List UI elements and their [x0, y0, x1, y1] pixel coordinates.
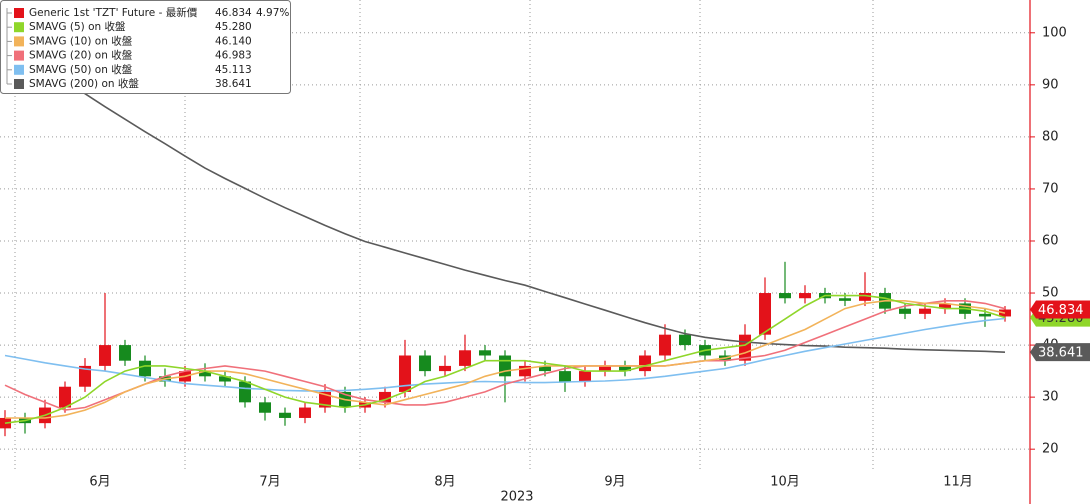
x-tick-label: 10月 [770, 475, 800, 490]
legend-label: SMAVG (10) on 收盤 [29, 34, 133, 47]
candle-body [839, 298, 851, 301]
legend-value: 45.113 [215, 64, 252, 76]
y-tick-label: 90 [1042, 77, 1059, 92]
legend-label: SMAVG (20) on 收盤 [29, 49, 133, 62]
year-label: 2023 [500, 490, 533, 504]
legend-swatch [14, 64, 24, 75]
legend-swatch [14, 79, 24, 89]
y-tick-label: 70 [1042, 181, 1059, 196]
candle-body [779, 293, 791, 299]
legend-label: SMAVG (200) on 收盤 [29, 77, 139, 90]
legend-label: SMAVG (5) on 收盤 [29, 20, 126, 33]
candle-body [279, 412, 291, 418]
candle-body [379, 391, 391, 403]
legend-value: 46.140 [215, 35, 252, 47]
ma-line [4, 300, 1006, 411]
legend-box [0, 0, 291, 94]
y-tick-label: 60 [1042, 233, 1059, 248]
candle-body [399, 355, 411, 392]
candle-body [259, 402, 271, 413]
candle-body [439, 365, 451, 372]
legend-label: SMAVG (50) on 收盤 [29, 63, 133, 76]
candle-body [199, 371, 211, 377]
candle-body [979, 313, 991, 317]
candle-body [559, 371, 571, 382]
price-flag [1030, 343, 1090, 362]
candle-body [859, 293, 871, 301]
candle-body [659, 334, 671, 356]
x-tick-label: 11月 [943, 475, 973, 490]
legend: Generic 1st 'TZT' Future - 最新價 46.834 4.97… [0, 0, 291, 94]
candle-body [519, 365, 531, 377]
x-tick-label: 9月 [604, 475, 625, 490]
candle-body [799, 293, 811, 299]
candle-body [679, 334, 691, 346]
legend-value: 45.280 [215, 21, 252, 33]
candle-body [499, 355, 511, 377]
candle-body [99, 345, 111, 366]
candle-body [539, 365, 551, 372]
legend-swatch [14, 36, 24, 47]
ma-line [4, 294, 1006, 424]
candle-body [919, 308, 931, 314]
legend-swatch [14, 50, 24, 61]
legend-value: 38.641 [215, 78, 252, 90]
candle-body [899, 308, 911, 314]
candle-body [219, 376, 231, 382]
y-tick-label: 20 [1042, 442, 1059, 457]
ma-line [5, 300, 1006, 419]
candle-body [59, 386, 71, 408]
legend-value: 46.983 [215, 50, 252, 62]
legend-change: 4.97% [256, 7, 289, 19]
candle-body [419, 355, 431, 372]
candle-body [939, 303, 951, 309]
candle-body [459, 350, 471, 366]
x-tick-label: 8月 [434, 475, 455, 490]
candle-body [639, 355, 651, 372]
legend-swatch [14, 8, 24, 18]
candle-body [759, 293, 771, 335]
price-flag-label: 38.641 [1038, 346, 1084, 361]
candle-body [239, 381, 251, 403]
candle-body [599, 365, 611, 372]
price-flag-label: 46.834 [1038, 303, 1084, 318]
legend-label: Generic 1st 'TZT' Future - 最新價 [29, 6, 198, 19]
candle-body [79, 365, 91, 387]
candle-body [299, 407, 311, 418]
candle-body [619, 365, 631, 372]
ma-line [4, 317, 1006, 392]
x-tick-label: 7月 [259, 475, 280, 490]
ma-line [4, 38, 1006, 353]
candle-body [119, 345, 131, 361]
y-tick-label: 30 [1042, 390, 1059, 405]
y-tick-label: 100 [1042, 25, 1067, 40]
y-tick-label: 80 [1042, 129, 1059, 144]
x-tick-label: 6月 [89, 475, 110, 490]
legend-swatch [14, 22, 24, 33]
candle-body [579, 371, 591, 382]
legend-value: 46.834 [215, 7, 252, 19]
candle-body [479, 350, 491, 356]
price-flag [1030, 300, 1090, 319]
y-tick-label: 50 [1042, 286, 1059, 301]
candle-body [139, 360, 151, 377]
